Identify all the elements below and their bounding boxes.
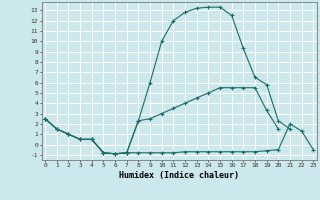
X-axis label: Humidex (Indice chaleur): Humidex (Indice chaleur) bbox=[119, 171, 239, 180]
